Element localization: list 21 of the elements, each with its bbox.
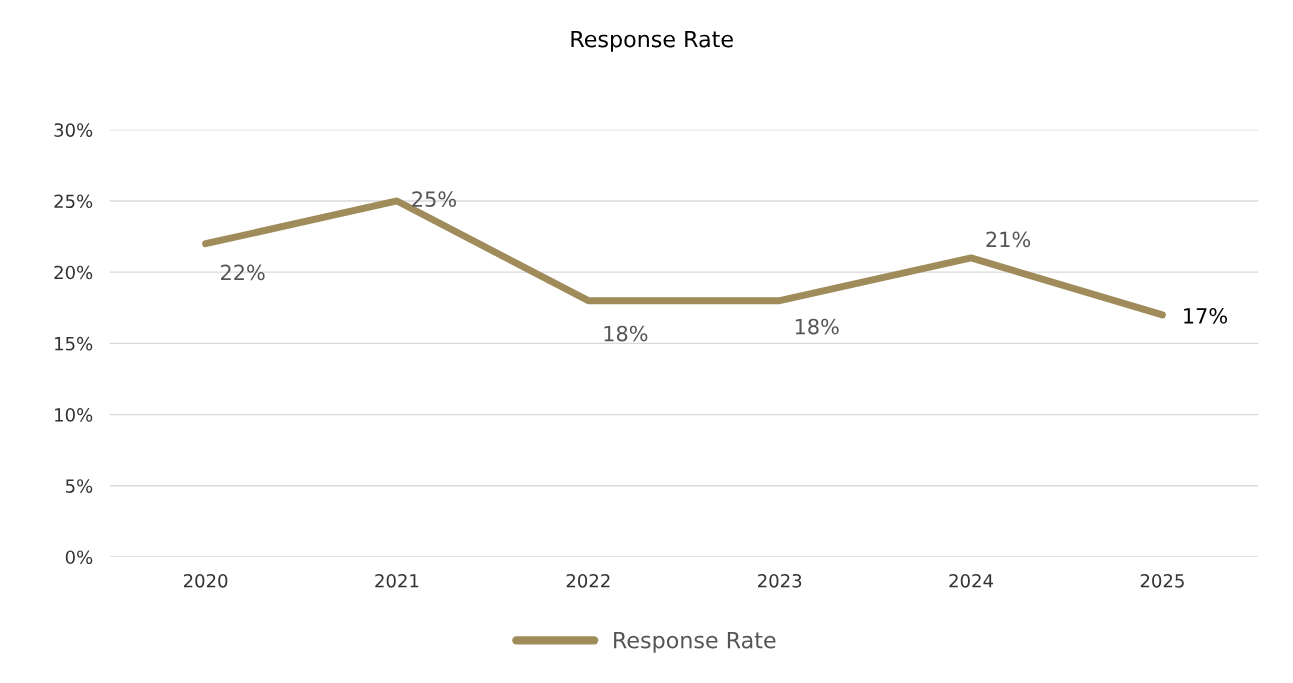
chart-title: Response Rate [571,30,733,52]
data-label: 21% [986,231,1031,248]
legend-label: Response Rate [614,631,776,653]
data-label: 18% [795,318,839,335]
y-tick-label: 25% [54,194,93,209]
x-tick-label: 2023 [758,573,802,588]
x-tick-label: 2021 [375,573,419,588]
y-tick-label: 20% [54,265,93,280]
x-tick-label: 2024 [949,573,993,588]
x-tick-label: 2022 [566,573,610,588]
x-tick-label: 2020 [183,573,228,588]
y-tick-label: 15% [55,336,93,351]
data-label: 25% [412,191,456,208]
y-tick-label: 5% [65,479,93,493]
y-tick-label: 0% [65,550,93,565]
data-label: 22% [221,264,265,281]
y-tick-label: 30% [54,123,93,137]
data-label: 17% [1184,307,1228,324]
x-tick-label: 2025 [1140,573,1184,588]
data-label: 18% [604,325,648,342]
y-tick-label: 10% [55,408,93,422]
